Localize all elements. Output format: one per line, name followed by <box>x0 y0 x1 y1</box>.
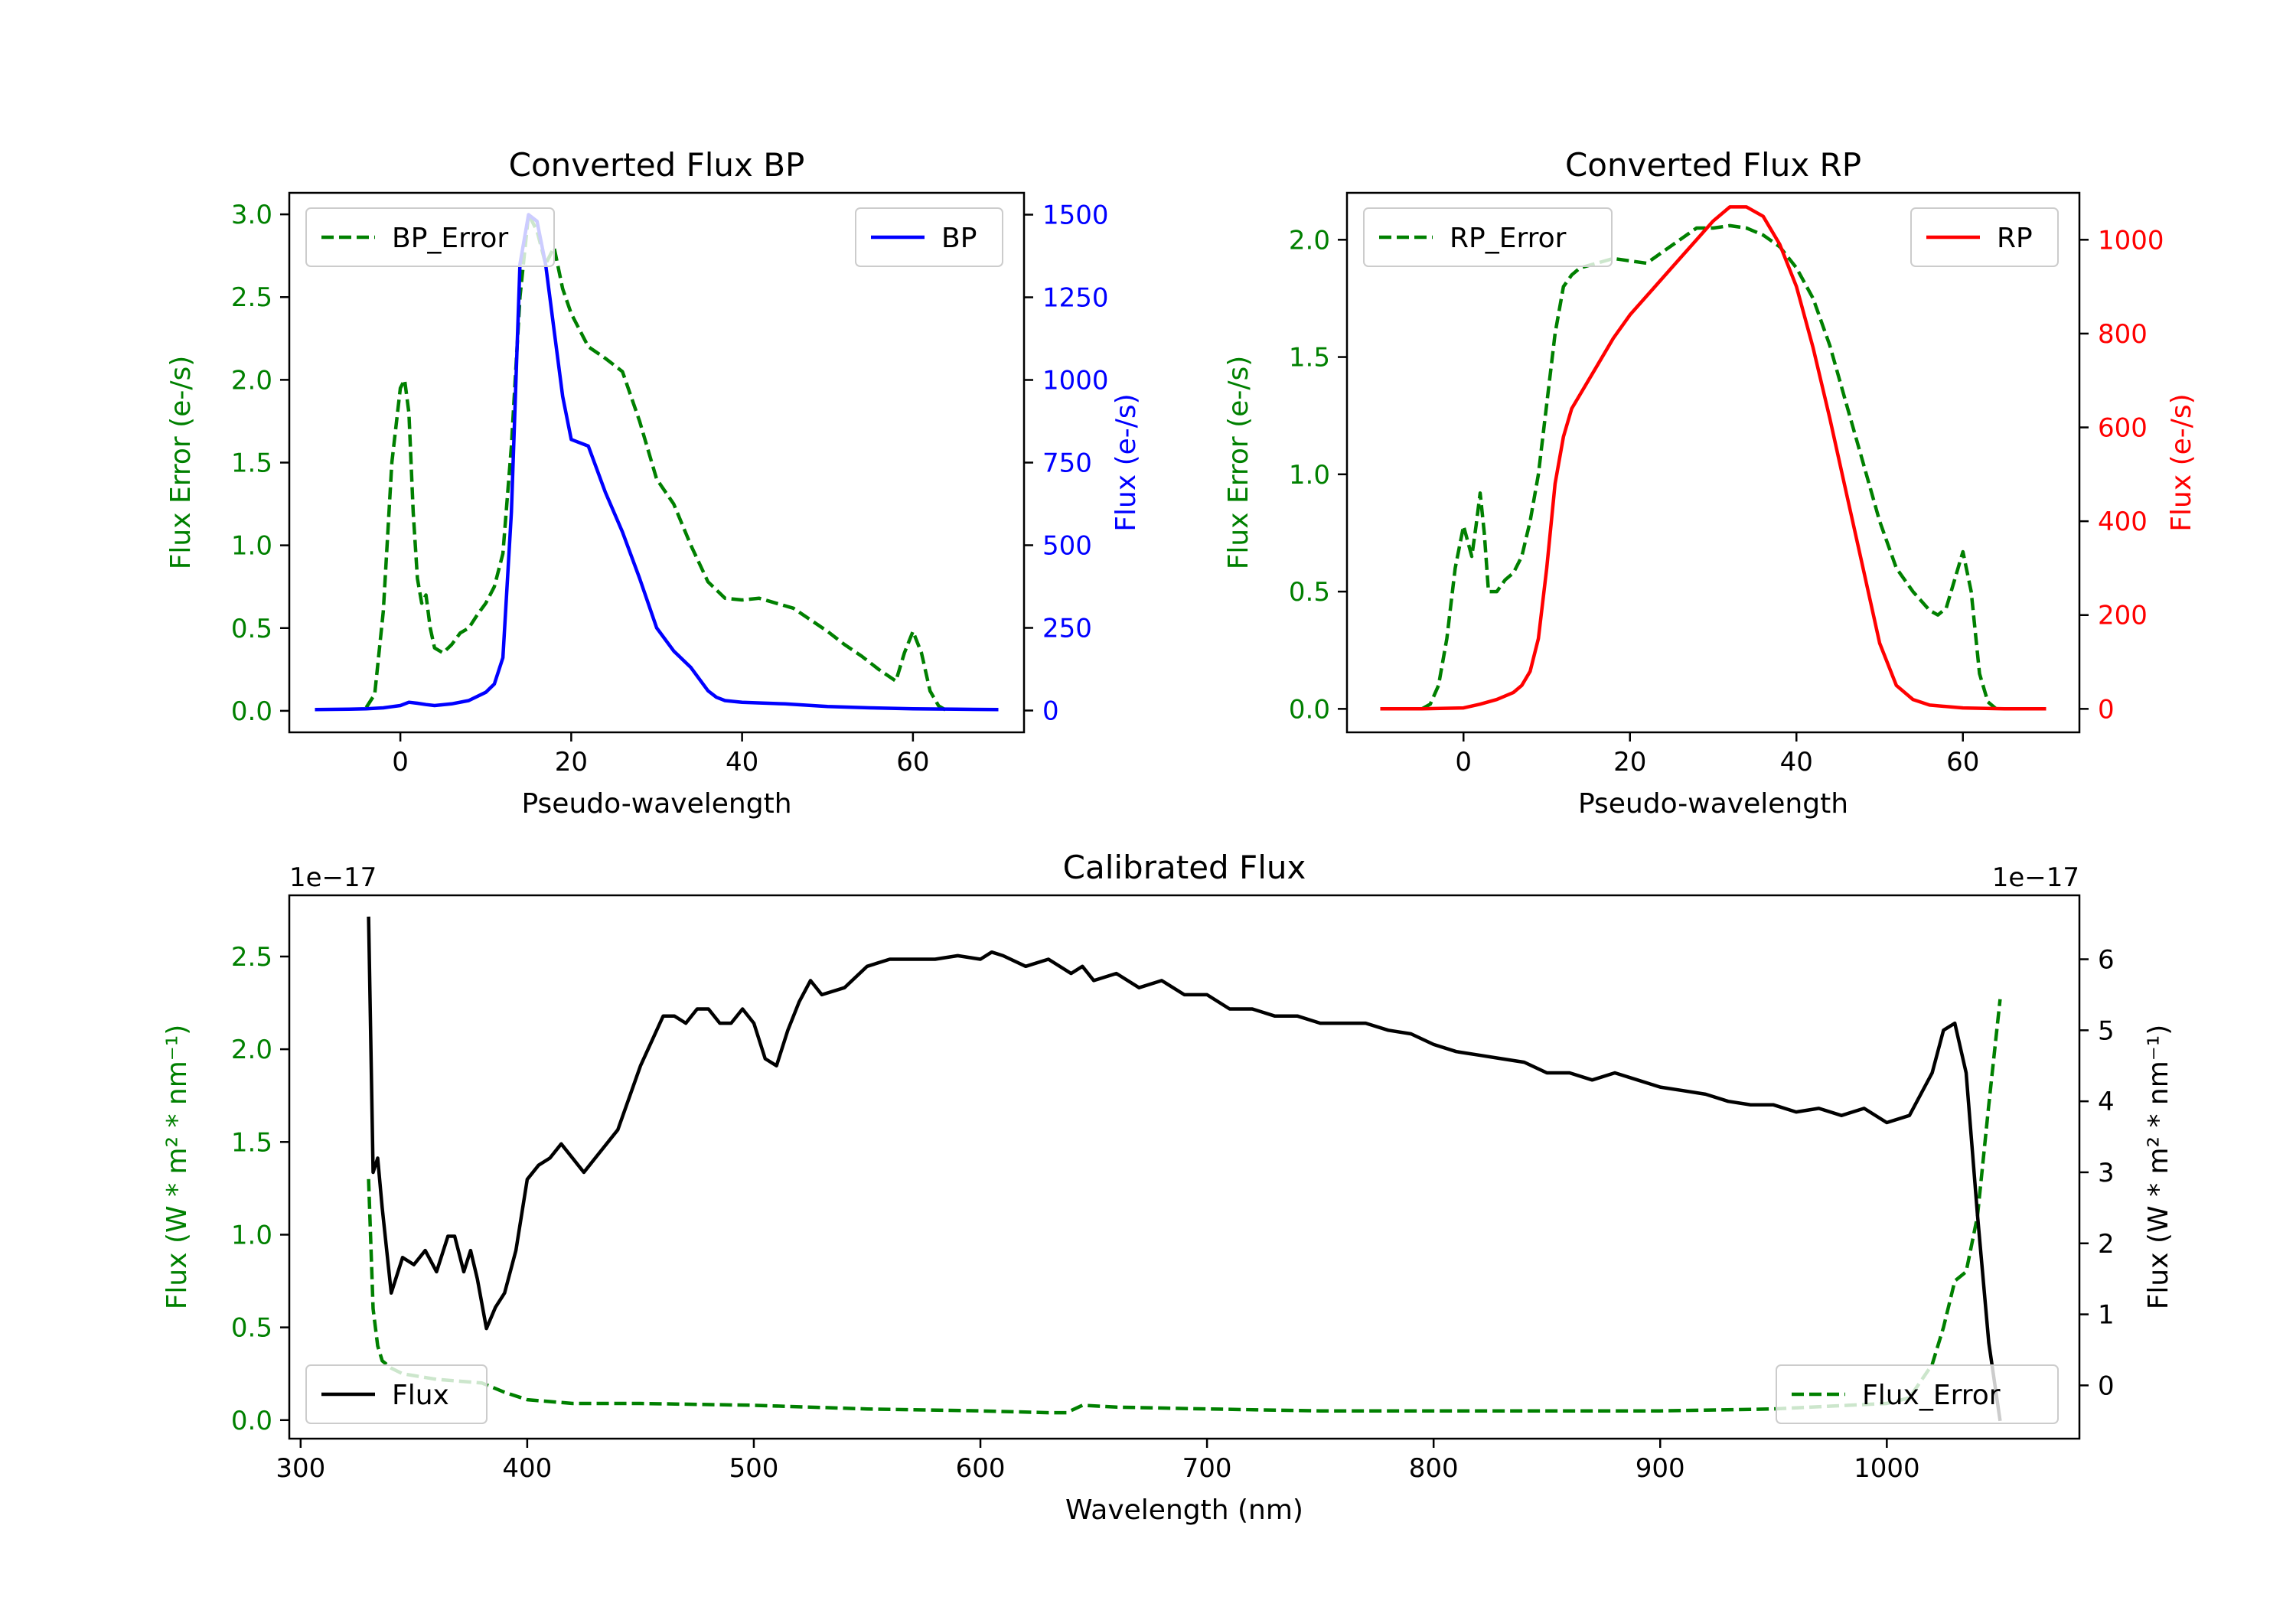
bp-legend-right-box <box>855 207 1003 267</box>
rp-xtick-label: 20 <box>1613 747 1646 777</box>
bp-legend-left-label: BP_Error <box>392 223 508 254</box>
bp-ytick-left-label: 3.0 <box>231 200 272 230</box>
rp-xtick-label: 60 <box>1946 747 1979 777</box>
bp-ytick-right-label: 1250 <box>1042 283 1109 314</box>
bp-ytick-left-label: 2.5 <box>231 282 272 313</box>
bp-ytick-left-label: 0.5 <box>231 614 272 644</box>
rp-ytick-left-label: 1.0 <box>1289 460 1330 491</box>
bp-ytick-right-label: 750 <box>1042 448 1092 479</box>
bp-ylabel-left: Flux Error (e-/s) <box>165 356 197 570</box>
bp-xtick-label: 20 <box>555 747 588 777</box>
cal-ytick-left-label: 0.0 <box>231 1406 272 1436</box>
bp-ytick-right-label: 0 <box>1042 696 1059 726</box>
bp-legend-left: BP_Error <box>305 207 555 267</box>
cal-offset-right: 1e−17 <box>1992 862 2079 893</box>
cal-xtick-label: 1000 <box>1854 1453 1920 1484</box>
bp-ytick-right-label: 1500 <box>1042 200 1109 231</box>
rp-series-rp-error <box>1420 223 1998 711</box>
bp-title: Converted Flux BP <box>509 146 805 184</box>
cal-xtick-label: 600 <box>956 1453 1006 1484</box>
cal-legend-right-box <box>1776 1364 2059 1424</box>
cal-xtick-label: 400 <box>502 1453 552 1484</box>
rp-ytick-right-label: 200 <box>2098 601 2148 631</box>
bp-ytick-left-label: 2.0 <box>231 365 272 396</box>
bp-legend-right: BP <box>855 207 1003 267</box>
bp-xlabel: Pseudo-wavelength <box>521 788 791 820</box>
cal-ytick-left-label: 2.5 <box>231 942 272 973</box>
cal-panel: Calibrated Flux 300 400 500 600 700 800 900 1000… <box>161 849 2174 1526</box>
rp-legend-left: RP_Error <box>1363 207 1613 267</box>
cal-xtick-label: 300 <box>276 1453 325 1484</box>
rp-legend-right-box <box>1910 207 2059 267</box>
rp-ylabel-right: Flux (e-/s) <box>2166 393 2197 531</box>
bp-legend-left-box <box>305 207 555 267</box>
cal-offset-left: 1e−17 <box>289 862 377 893</box>
rp-legend-left-box <box>1363 207 1613 267</box>
bp-series-bp <box>315 213 999 712</box>
rp-ytick-left-label: 0.0 <box>1289 694 1330 725</box>
cal-xtick-label: 800 <box>1409 1453 1459 1484</box>
cal-ylabel-left: Flux (W * m² * nm⁻¹) <box>161 1025 193 1310</box>
cal-ytick-right-label: 1 <box>2098 1300 2115 1331</box>
bp-xtick-label: 60 <box>896 747 929 777</box>
rp-title: Converted Flux RP <box>1565 146 1861 184</box>
bp-ytick-right-label: 500 <box>1042 530 1092 561</box>
bp-panel: Converted Flux BP 0 20 40 60 Pseudo-wavelengt… <box>165 146 1142 820</box>
rp-ytick-right-label: 1000 <box>2098 225 2164 256</box>
rp-ylabel-left: Flux Error (e-/s) <box>1223 356 1254 570</box>
bp-series-bp-error <box>364 212 948 712</box>
cal-legend-right-label: Flux_Error <box>1862 1380 2001 1411</box>
rp-ytick-right-label: 600 <box>2098 413 2148 444</box>
bp-ytick-left-label: 0.0 <box>231 696 272 727</box>
rp-ytick-left-label: 2.0 <box>1289 225 1330 256</box>
rp-series-rp <box>1380 205 2047 711</box>
rp-xtick-label: 0 <box>1455 747 1472 777</box>
rp-ytick-right-label: 800 <box>2098 319 2148 350</box>
bp-ytick-right-label: 250 <box>1042 613 1092 644</box>
bp-legend-right-label: BP <box>941 223 977 254</box>
rp-xlabel: Pseudo-wavelength <box>1578 788 1848 820</box>
rp-legend-right-label: RP <box>1997 223 2033 254</box>
bp-xtick-label: 40 <box>726 747 758 777</box>
cal-ytick-left-label: 1.5 <box>231 1127 272 1158</box>
cal-ytick-right-label: 0 <box>2098 1371 2115 1401</box>
rp-ytick-right-label: 400 <box>2098 507 2148 537</box>
cal-frame <box>288 894 2081 1440</box>
cal-ytick-left-label: 0.5 <box>231 1313 272 1344</box>
cal-ylabel-right: Flux (W * m² * nm⁻¹) <box>2143 1025 2174 1310</box>
rp-legend-left-label: RP_Error <box>1450 223 1567 254</box>
bp-ylabel-right: Flux (e-/s) <box>1110 393 1142 531</box>
bp-xtick-label: 0 <box>392 747 409 777</box>
cal-ytick-right-label: 3 <box>2098 1158 2115 1188</box>
cal-ytick-right-label: 6 <box>2098 945 2115 976</box>
cal-xtick-label: 900 <box>1636 1453 1685 1484</box>
cal-ytick-right-label: 4 <box>2098 1087 2115 1117</box>
rp-ytick-left-label: 0.5 <box>1289 577 1330 608</box>
cal-legend-right: Flux_Error <box>1776 1364 2059 1424</box>
cal-title: Calibrated Flux <box>1063 849 1306 886</box>
cal-xtick-label: 500 <box>729 1453 779 1484</box>
rp-panel: Converted Flux RP 0 20 40 60 Pseudo-wavelengt… <box>1223 146 2197 820</box>
rp-ytick-left-label: 1.5 <box>1289 343 1330 373</box>
bp-ytick-right-label: 1000 <box>1042 366 1109 396</box>
bp-ytick-left-label: 1.0 <box>231 531 272 562</box>
cal-ytick-left-label: 2.0 <box>231 1035 272 1065</box>
cal-ytick-left-label: 1.0 <box>231 1220 272 1250</box>
cal-legend-left: Flux <box>305 1364 488 1424</box>
cal-series-flux <box>367 916 2002 1422</box>
cal-xlabel: Wavelength (nm) <box>1065 1495 1303 1526</box>
bp-ytick-left-label: 1.5 <box>231 448 272 479</box>
rp-xtick-label: 40 <box>1780 747 1813 777</box>
cal-xtick-label: 700 <box>1182 1453 1232 1484</box>
rp-frame <box>1345 191 2081 734</box>
cal-legend-left-label: Flux <box>392 1380 449 1411</box>
cal-legend-left-box <box>305 1364 488 1424</box>
rp-ytick-right-label: 0 <box>2098 694 2115 725</box>
cal-ytick-right-label: 2 <box>2098 1229 2115 1260</box>
rp-legend-right: RP <box>1910 207 2059 267</box>
cal-ytick-right-label: 5 <box>2098 1015 2115 1046</box>
